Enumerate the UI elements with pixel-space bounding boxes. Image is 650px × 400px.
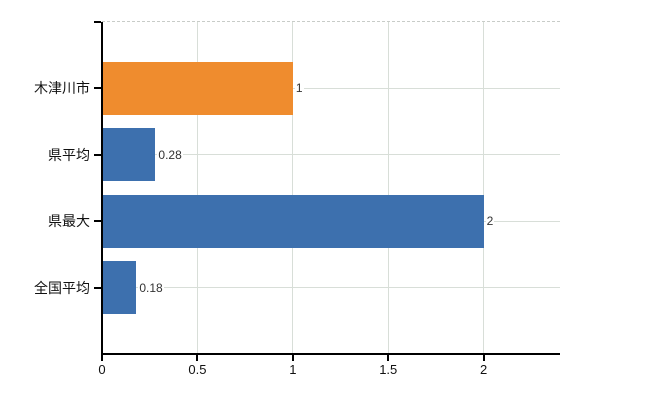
vertical-gridline — [387, 22, 389, 354]
category-tick — [94, 87, 101, 90]
horizontal-gridline — [102, 154, 560, 156]
x-tick-label: 1.5 — [379, 362, 398, 377]
vertical-gridline — [196, 22, 198, 354]
bar-value-label: 1 — [294, 81, 304, 96]
category-tick — [94, 220, 101, 223]
x-axis-tick — [387, 353, 390, 361]
x-axis-tick — [482, 353, 485, 361]
bar-1 — [103, 128, 156, 182]
x-axis-tick — [196, 353, 199, 361]
bar-2 — [103, 194, 484, 248]
bar-3 — [103, 261, 137, 315]
x-tick-label: 0 — [98, 362, 106, 377]
category-label: 県最大 — [48, 213, 90, 230]
horizontal-gridline — [102, 287, 560, 289]
vertical-gridline — [292, 22, 294, 354]
bar-value-label: 0.18 — [138, 280, 164, 295]
y-axis-line — [101, 22, 103, 355]
category-tick — [94, 286, 101, 289]
bar-value-label: 2 — [485, 214, 495, 229]
bar-value-label: 0.28 — [157, 147, 183, 162]
horizontal-gridline — [102, 87, 560, 89]
plot-top-border — [102, 21, 560, 22]
category-label: 全国平均 — [34, 279, 90, 296]
vertical-gridline — [483, 22, 485, 354]
x-axis-tick — [291, 353, 294, 361]
x-tick-label: 1 — [289, 362, 297, 377]
category-label: 木津川市 — [34, 80, 90, 97]
x-tick-label: 2 — [480, 362, 488, 377]
category-label: 県平均 — [48, 146, 90, 163]
x-axis-tick — [101, 353, 103, 361]
x-tick-label: 0.5 — [188, 362, 207, 377]
bar-0 — [103, 61, 293, 115]
x-axis-line — [101, 353, 560, 355]
y-axis-top-tick — [94, 21, 101, 23]
category-tick — [94, 153, 101, 156]
